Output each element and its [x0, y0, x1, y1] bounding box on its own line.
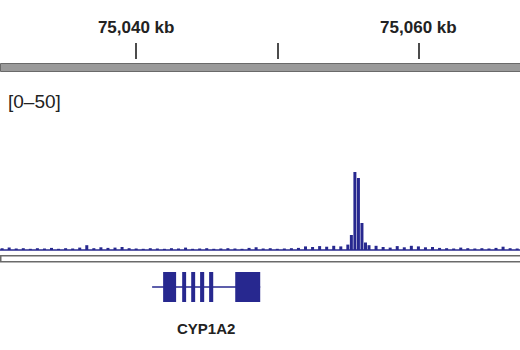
svg-text:75,060 kb: 75,060 kb: [380, 18, 457, 37]
svg-text:[0–50]: [0–50]: [8, 91, 61, 112]
svg-text:CYP1A2: CYP1A2: [177, 320, 235, 337]
svg-text:75,040 kb: 75,040 kb: [98, 18, 175, 37]
